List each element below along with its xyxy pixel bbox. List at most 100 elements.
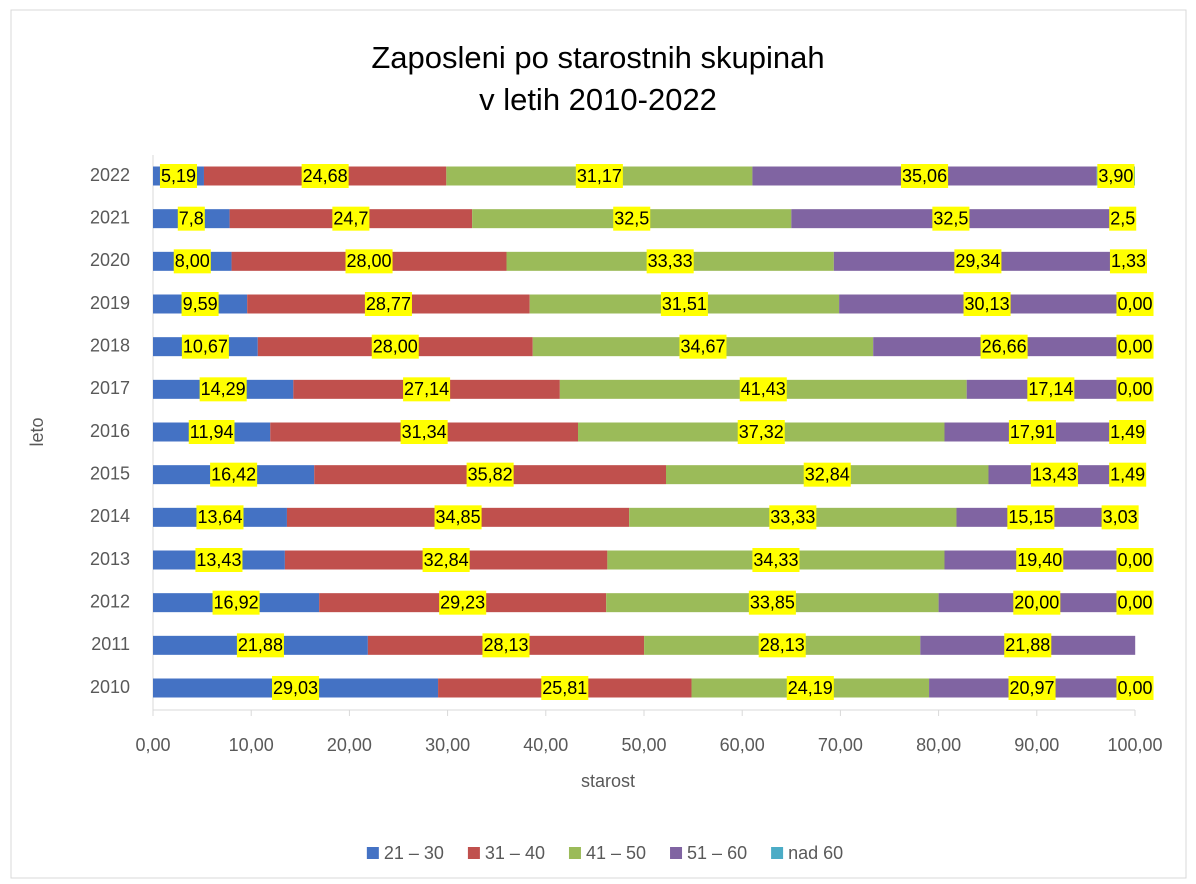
data-label-group: 0,00: [1116, 548, 1154, 572]
data-label-bg: [236, 633, 284, 658]
data-label-bg: [400, 420, 448, 444]
data-label-bg: [466, 462, 514, 487]
data-label-bg: [439, 590, 487, 615]
legend-label: nad 60: [788, 843, 843, 863]
data-label-bg: [212, 590, 260, 615]
data-label-group: 0,00: [1116, 292, 1154, 316]
legend-swatch: [568, 847, 581, 859]
data-label-bg: [541, 676, 589, 700]
data-label: 0,00: [1117, 592, 1152, 612]
data-label-bg: [345, 249, 393, 274]
data-label-group: 17,14: [1027, 377, 1075, 402]
data-label-bg: [954, 249, 1002, 274]
x-tick-label: 50,00: [621, 735, 666, 755]
data-label: 0,00: [1117, 678, 1152, 698]
data-label: 31,51: [662, 294, 707, 314]
data-label-group: 28,00: [371, 334, 419, 359]
x-tick-label: 70,00: [818, 735, 863, 755]
data-label-group: 28,13: [758, 633, 806, 658]
data-label-group: 15,15: [1007, 505, 1055, 530]
data-label-bg: [1008, 420, 1056, 444]
data-label: 29,03: [273, 678, 318, 698]
y-tick-label: 2021: [90, 207, 130, 227]
data-label-bg: [482, 633, 530, 658]
data-label-bg: [748, 590, 796, 615]
data-label: 31,34: [402, 422, 447, 442]
data-label-bg: [301, 164, 349, 188]
data-label-group: 11,94: [188, 420, 235, 444]
data-label: 34,67: [680, 336, 725, 356]
data-label: 20,97: [1010, 678, 1055, 698]
data-label: 33,33: [648, 251, 693, 271]
data-label-bg: [739, 377, 787, 402]
data-label: 31,17: [577, 166, 622, 186]
data-label-group: 32,84: [803, 462, 851, 487]
data-label-group: 20,97: [1008, 676, 1056, 700]
x-tick-label: 60,00: [720, 735, 765, 755]
data-label-group: 32,84: [422, 548, 470, 572]
data-label-group: 13,43: [1030, 462, 1078, 487]
y-axis-label: leto: [27, 417, 47, 446]
data-label: 35,06: [902, 166, 947, 186]
data-label: 32,84: [424, 550, 469, 570]
data-label-group: 33,33: [646, 249, 694, 274]
data-label-bg: [901, 164, 949, 188]
data-label-bg: [575, 164, 623, 188]
data-label-group: 16,42: [210, 462, 258, 487]
data-label-group: 27,14: [403, 377, 451, 402]
data-label: 0,00: [1117, 294, 1152, 314]
data-label: 3,90: [1098, 166, 1133, 186]
data-label-bg: [737, 420, 785, 444]
data-label-bg: [196, 505, 244, 530]
data-label: 16,42: [211, 464, 256, 484]
y-tick-label: 2017: [90, 378, 130, 398]
data-label: 25,81: [542, 678, 587, 698]
legend-swatch: [771, 847, 784, 859]
data-label-group: 3,90: [1097, 164, 1135, 188]
legend-label: 31 – 40: [485, 843, 545, 863]
x-tick-label: 0,00: [135, 735, 170, 755]
data-label-group: 17,91: [1008, 420, 1056, 444]
data-label-bg: [1030, 462, 1078, 487]
data-label-group: 28,13: [482, 633, 530, 658]
data-label: 17,14: [1028, 379, 1073, 399]
x-tick-label: 100,00: [1107, 735, 1162, 755]
y-tick-label: 2022: [90, 165, 130, 185]
data-label-group: 16,92: [212, 590, 260, 615]
data-label: 13,43: [196, 550, 241, 570]
data-label-bg: [613, 206, 651, 231]
data-label-group: 29,23: [439, 590, 487, 615]
data-label-group: 1,49: [1109, 420, 1147, 444]
y-tick-label: 2012: [90, 591, 130, 611]
data-label-bg: [181, 334, 229, 359]
legend-label: 21 – 30: [384, 843, 444, 863]
data-label-bg: [679, 334, 727, 359]
data-label-group: 10,67: [181, 334, 229, 359]
data-label-bg: [1116, 676, 1154, 700]
data-label-group: 29,03: [272, 676, 320, 700]
data-label-group: 37,32: [737, 420, 785, 444]
data-label-bg: [1116, 334, 1154, 359]
data-label-group: 35,06: [901, 164, 949, 188]
data-label: 1,49: [1110, 464, 1145, 484]
x-tick-label: 90,00: [1014, 735, 1059, 755]
data-label-bg: [1013, 590, 1061, 615]
data-label: 28,13: [483, 635, 528, 655]
data-label: 32,5: [933, 208, 968, 228]
data-label-group: 1,49: [1109, 462, 1147, 487]
y-tick-label: 2020: [90, 250, 130, 270]
data-label: 3,03: [1103, 507, 1138, 527]
data-label: 15,15: [1008, 507, 1053, 527]
data-label-group: 29,34: [954, 249, 1002, 274]
x-tick-label: 20,00: [327, 735, 372, 755]
data-label: 29,23: [440, 592, 485, 612]
data-label-group: 26,66: [980, 334, 1028, 359]
data-label-group: 28,77: [364, 292, 412, 316]
data-label: 28,13: [760, 635, 805, 655]
data-label-bg: [188, 420, 235, 444]
legend-label: 51 – 60: [687, 843, 747, 863]
data-label-group: 8,00: [173, 249, 211, 274]
data-label: 8,00: [175, 251, 210, 271]
data-label-bg: [177, 206, 205, 231]
